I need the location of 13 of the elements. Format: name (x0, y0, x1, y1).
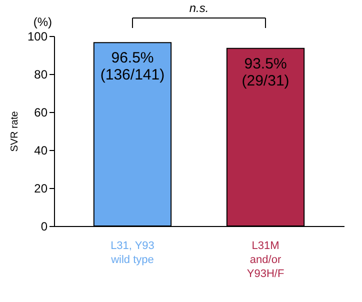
y-tick-label: 0 (40, 220, 48, 234)
text: n.s. (189, 1, 209, 15)
x-tick-label: L31M and/or Y93H/F (246, 240, 284, 280)
y-tick-label: 40 (34, 144, 48, 158)
y-tick-label: 80 (34, 68, 48, 82)
y-axis-title: SVR rate (9, 110, 20, 152)
y-tick-label: 100 (27, 30, 48, 44)
y-tick-label: 60 (34, 106, 48, 120)
y-tick-label: 20 (34, 182, 48, 196)
data-label: 96.5% (136/141) (100, 50, 165, 84)
text: (%) (33, 15, 52, 29)
x-tick-label: L31, Y93 wild type (110, 240, 154, 266)
data-label: 93.5% (29/31) (242, 55, 290, 90)
